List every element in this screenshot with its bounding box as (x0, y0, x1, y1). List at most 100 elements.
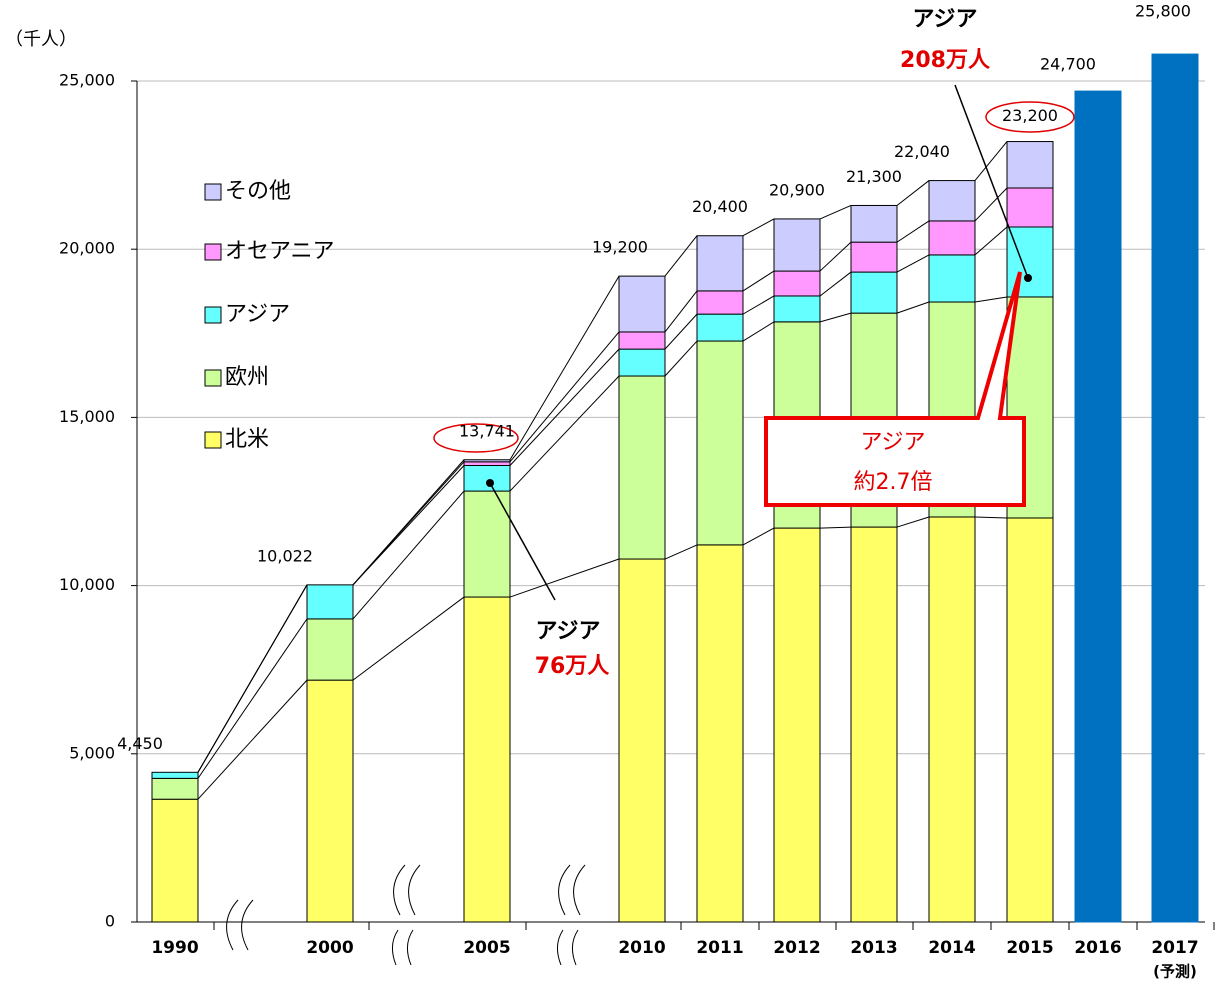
connector-line (664, 544, 698, 560)
connector-line (509, 375, 620, 492)
bar-segment (928, 516, 976, 923)
x-tick-label: 2000 (306, 938, 353, 958)
legend-label: その他 (225, 179, 291, 204)
connector-line (509, 558, 620, 598)
bar-segment (928, 220, 976, 256)
bar-segment (696, 313, 744, 342)
bar-segment (306, 584, 354, 620)
x-tick-label: 2017 (1151, 938, 1198, 958)
callout: アジア 約2.7倍 (764, 271, 1026, 507)
highlight-ellipse (985, 101, 1075, 133)
annotation: アジア (912, 7, 977, 32)
total-label: 24,700 (1040, 55, 1096, 74)
total-label: 22,040 (894, 142, 950, 161)
bar-segment (1006, 187, 1054, 228)
bar-segment (463, 490, 511, 598)
bar-segment (463, 461, 511, 467)
x-tick-label: 2012 (773, 938, 820, 958)
bar-segment (773, 295, 821, 323)
annotation-2005: アジア 76万人 (486, 479, 609, 679)
legend-swatch (204, 243, 222, 261)
bar-segment (696, 544, 744, 923)
bar-segment (1151, 53, 1199, 923)
bar-segment (1006, 517, 1054, 923)
annotation: アジア (535, 619, 600, 644)
total-label: 19,200 (592, 238, 648, 257)
connector-line (896, 301, 930, 314)
bar-segment (850, 241, 898, 273)
total-label: 4,450 (117, 734, 163, 753)
connector-line (197, 618, 308, 779)
callout-text: 約2.7倍 (854, 470, 933, 495)
y-unit: （千人） (5, 29, 77, 50)
total-label: 25,800 (1135, 2, 1191, 21)
connector-line (819, 526, 852, 529)
connector-line (664, 313, 698, 350)
x-note: (予測) (1153, 963, 1197, 981)
connector-line (896, 516, 930, 528)
connector-line (819, 205, 852, 220)
total-label: 20,900 (769, 180, 825, 199)
legend-swatch (204, 431, 222, 449)
bar-segment (696, 235, 744, 292)
bar-segment (928, 180, 976, 222)
bar-segment (463, 465, 511, 492)
connector-line (197, 679, 308, 800)
bar-segment (306, 679, 354, 923)
x-tick-label: 2010 (618, 938, 665, 958)
annotation: 208万人 (900, 48, 990, 73)
y-tick-label: 15,000 (59, 407, 115, 426)
bar-segment (773, 527, 821, 923)
x-tick-label: 2005 (463, 938, 510, 958)
legend-swatch (204, 183, 222, 201)
highlight-ellipse (433, 423, 519, 453)
bar-segment (618, 331, 666, 350)
connector-line (974, 226, 1008, 256)
connector-line (664, 340, 698, 377)
y-tick-label: 20,000 (59, 239, 115, 258)
bar-segment (850, 271, 898, 314)
connector-line (509, 348, 620, 466)
connector-line (197, 584, 308, 773)
x-tick-label: 2015 (1006, 938, 1053, 958)
y-tick-label: 25,000 (59, 71, 115, 90)
bar-segment (618, 558, 666, 923)
y-tick-label: 10,000 (59, 575, 115, 594)
connector-line (664, 290, 698, 333)
connector-line (974, 516, 1008, 519)
y-tick-label: 5,000 (69, 743, 115, 762)
connector-line (819, 312, 852, 323)
legend-swatch (204, 306, 222, 324)
total-label: 20,400 (692, 197, 748, 216)
x-tick-label: 2016 (1074, 938, 1121, 958)
legend-swatch (204, 369, 222, 387)
bar-segment (618, 375, 666, 560)
bar-segment (618, 348, 666, 377)
connector-line (819, 241, 852, 272)
bar-segment (773, 218, 821, 272)
bar-segment (618, 275, 666, 333)
connector-line (896, 220, 930, 243)
connector-line (509, 275, 620, 461)
connector-line (352, 490, 465, 620)
connector-line (352, 596, 465, 681)
annotation: 76万人 (535, 654, 610, 679)
bar-segment (928, 254, 976, 303)
connector-line (742, 295, 775, 315)
connector-line (742, 270, 775, 292)
connector-line (974, 187, 1008, 222)
callout-text: アジア (860, 430, 925, 455)
bar-segment (696, 290, 744, 315)
bar-segment (151, 798, 199, 923)
bar-segment (1074, 90, 1122, 923)
connector-line (742, 218, 775, 237)
connector-line (974, 296, 1008, 303)
total-label: 21,300 (846, 167, 902, 186)
x-tick-label: 1990 (151, 938, 198, 958)
connector-line (896, 254, 930, 273)
legend-label: 欧州 (225, 365, 269, 390)
x-tick-label: 2013 (850, 938, 897, 958)
bar-segment (696, 340, 744, 546)
x-tick-label: 2014 (928, 938, 975, 958)
